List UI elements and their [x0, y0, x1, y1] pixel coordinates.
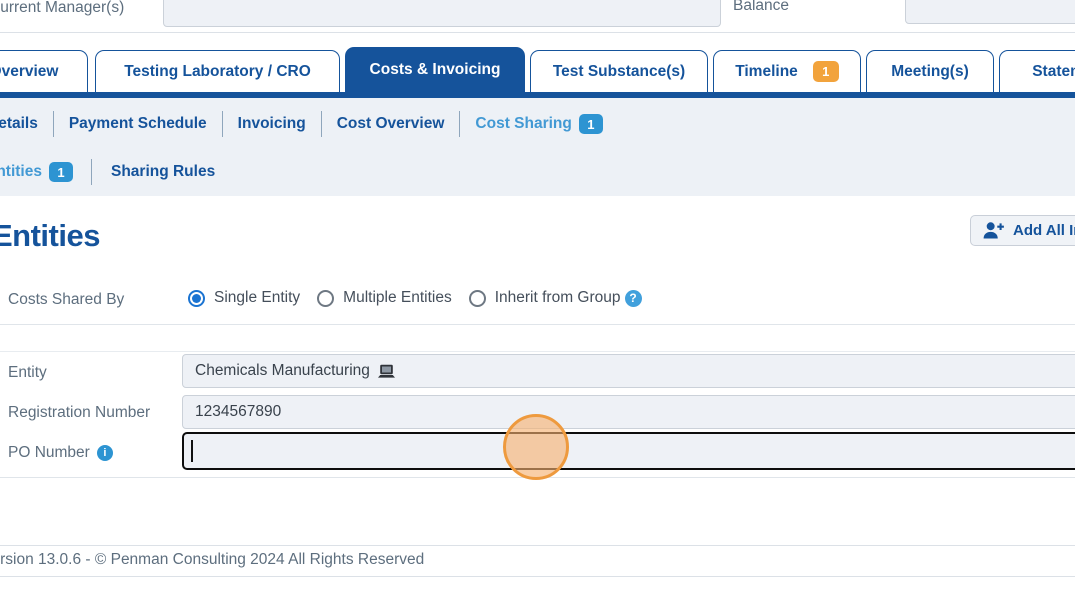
divider [221, 111, 223, 137]
timeline-badge: 1 [812, 61, 839, 82]
registration-number-field[interactable]: 1234567890 [182, 395, 1075, 429]
divider [459, 111, 461, 137]
tab-label: Test Substance(s) [552, 62, 686, 80]
tab-testing-laboratory-cro[interactable]: Testing Laboratory / CRO [95, 50, 340, 92]
tab-test-substances[interactable]: Test Substance(s) [530, 50, 708, 92]
costs-shared-by-radios: Single Entity Multiple Entities Inherit … [188, 289, 642, 307]
divider [0, 32, 1075, 33]
divider [320, 111, 322, 137]
active-tab-bar [0, 92, 1075, 98]
tab-label: Timeline [735, 62, 798, 80]
tab-label: Meeting(s) [891, 62, 969, 80]
tab-label: Statements [1032, 62, 1075, 80]
subnav-panel [0, 98, 1075, 196]
subnav-label: Payment Schedule [68, 115, 207, 132]
add-all-label: Add All In [1013, 222, 1075, 239]
tab-timeline[interactable]: Timeline 1 [713, 50, 861, 92]
entities-badge: 1 [48, 162, 73, 182]
entity-field[interactable]: Chemicals Manufacturing [182, 354, 1075, 388]
cost-subnav: Details Payment Schedule Invoicing Cost … [0, 110, 603, 138]
balance-input[interactable] [905, 0, 1075, 24]
question-icon[interactable]: ? [624, 289, 642, 307]
divider [52, 111, 54, 137]
tab-statements[interactable]: Statements [999, 50, 1075, 92]
entity-label: Entity [8, 364, 47, 381]
po-number-label-text: PO Number [8, 444, 90, 461]
subnav-item-cost-overview[interactable]: Cost Overview [337, 115, 445, 133]
radio-label: Multiple Entities [343, 289, 452, 306]
page-title: Entities [0, 218, 100, 253]
entity-value: Chemicals Manufacturing [195, 362, 370, 379]
registration-number-label: Registration Number [8, 404, 151, 421]
laptop-icon [377, 364, 395, 378]
subnav-item-cost-sharing[interactable]: Cost Sharing 1 [475, 114, 603, 134]
click-indicator [503, 414, 569, 480]
radio-label: Single Entity [214, 289, 301, 306]
subnav-label: Details [0, 115, 38, 132]
subnav-item-entities[interactable]: Entities 1 [0, 162, 73, 182]
subnav-label: Sharing Rules [110, 163, 216, 180]
subnav-item-payment-schedule[interactable]: Payment Schedule [69, 115, 207, 133]
subnav-item-details[interactable]: Details [0, 115, 38, 133]
po-number-label: PO Number i [8, 444, 113, 462]
person-plus-icon [983, 222, 1004, 239]
tab-overview[interactable]: Overview [0, 50, 88, 92]
radio-single-entity[interactable] [188, 289, 205, 307]
subnav-label: Cost Overview [336, 115, 445, 132]
subnav-label: Cost Sharing [475, 115, 572, 132]
tab-label: Overview [0, 62, 59, 80]
sharing-subnav: Entities 1 Sharing Rules [0, 158, 215, 186]
tab-label: Testing Laboratory / CRO [124, 62, 311, 80]
po-number-input[interactable] [182, 432, 1075, 470]
divider [0, 576, 1075, 577]
costs-shared-by-label: Costs Shared By [8, 291, 125, 308]
cost-sharing-badge: 1 [578, 114, 603, 134]
registration-number-value: 1234567890 [195, 403, 282, 420]
tab-costs-invoicing[interactable]: Costs & Invoicing [345, 47, 525, 92]
tab-label: Costs & Invoicing [369, 61, 501, 78]
info-icon[interactable]: i [96, 445, 113, 461]
current-managers-input[interactable] [163, 0, 721, 27]
radio-label: Inherit from Group [494, 289, 621, 306]
subnav-label: Entities [0, 163, 42, 180]
tab-meetings[interactable]: Meeting(s) [866, 50, 994, 92]
subnav-label: Invoicing [237, 115, 306, 132]
text-cursor [191, 440, 193, 462]
radio-multiple-entities[interactable] [317, 289, 335, 307]
subnav-item-invoicing[interactable]: Invoicing [238, 115, 306, 133]
divider [0, 324, 1075, 325]
footer-version-text: Version 13.0.6 - © Penman Consulting 202… [0, 551, 425, 568]
subnav-item-sharing-rules[interactable]: Sharing Rules [111, 163, 215, 181]
divider [0, 351, 1075, 352]
balance-label: Balance [733, 0, 790, 14]
current-managers-label: Current Manager(s) [0, 0, 125, 16]
divider [0, 545, 1075, 546]
add-all-button[interactable]: Add All In [970, 215, 1075, 246]
divider [90, 159, 92, 185]
radio-inherit-from-group[interactable] [468, 289, 486, 307]
